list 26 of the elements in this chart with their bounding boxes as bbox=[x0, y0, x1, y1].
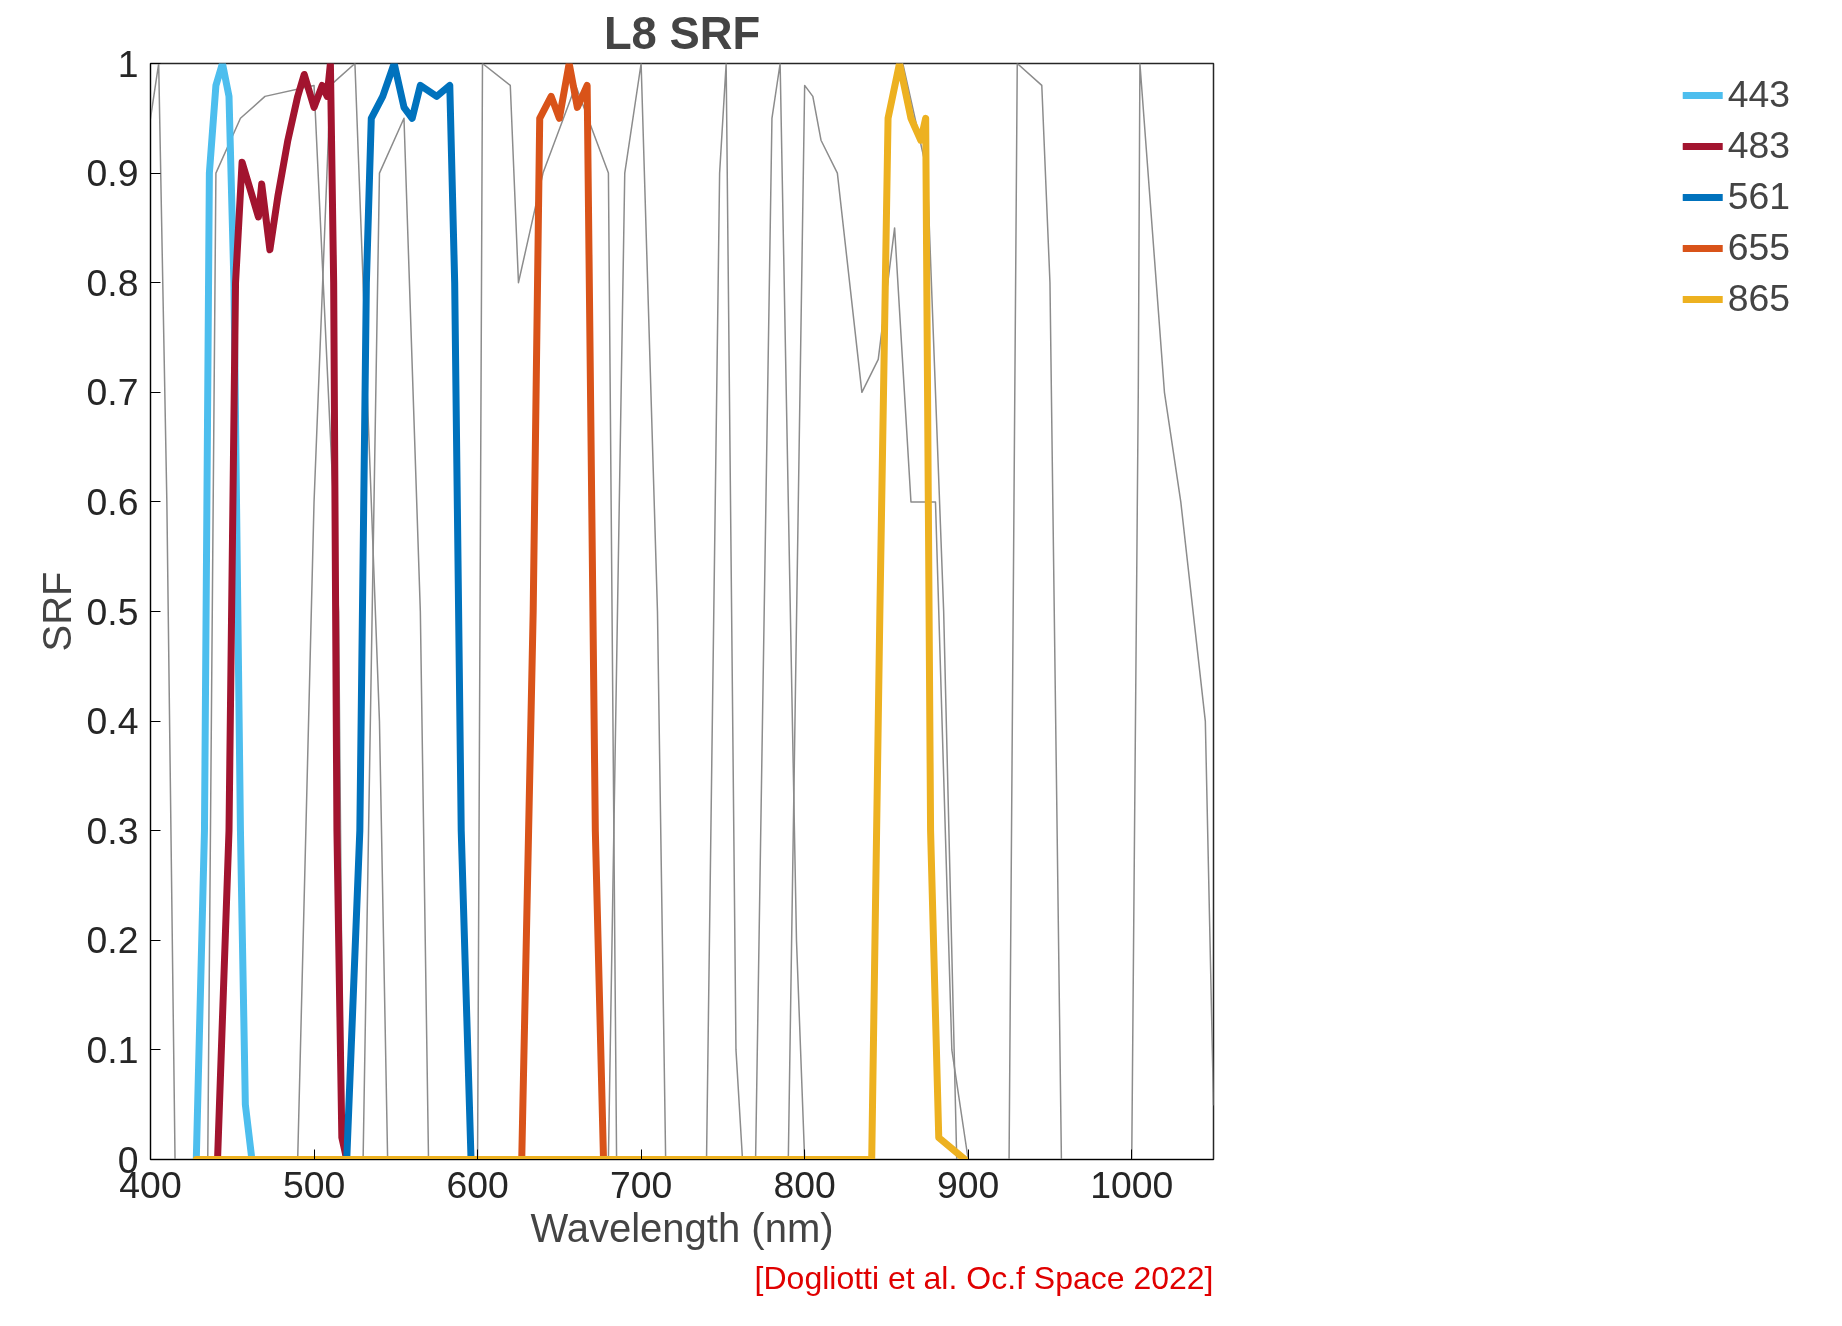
y-tick-label: 0.9 bbox=[86, 152, 139, 195]
legend-label: 561 bbox=[1727, 175, 1790, 218]
legend-label: 443 bbox=[1727, 73, 1790, 116]
chart-title: L8 SRF bbox=[603, 7, 761, 59]
y-tick-label: 0.5 bbox=[86, 590, 139, 633]
y-tick-label: 0.8 bbox=[86, 261, 139, 304]
y-tick-label: 0.2 bbox=[86, 919, 139, 962]
y-tick-label: 0.1 bbox=[86, 1028, 139, 1071]
x-tick-label: 700 bbox=[609, 1163, 673, 1206]
y-axis-title: SRF bbox=[34, 571, 79, 652]
x-tick-label: 900 bbox=[937, 1163, 1000, 1206]
x-tick-label: 600 bbox=[446, 1163, 509, 1206]
y-tick-label: 1 bbox=[117, 42, 139, 85]
y-tick-label: 0.7 bbox=[86, 371, 139, 414]
x-tick-label: 1000 bbox=[1090, 1163, 1174, 1206]
x-tick-label: 800 bbox=[773, 1163, 836, 1206]
y-tick-label: 0.4 bbox=[86, 700, 139, 743]
line-series bbox=[1008, 63, 1063, 1160]
legend-label: 655 bbox=[1727, 226, 1790, 269]
legend-label: 865 bbox=[1727, 277, 1790, 320]
y-tick-label: 0.6 bbox=[86, 480, 139, 523]
text: [Dogliotti et al. Oc.f Space 2022] bbox=[754, 1259, 1214, 1296]
legend-label: 483 bbox=[1727, 124, 1790, 167]
x-axis-title: Wavelength (nm) bbox=[530, 1205, 834, 1250]
y-tick-label: 0.3 bbox=[86, 809, 139, 852]
x-tick-label: 500 bbox=[282, 1163, 346, 1206]
